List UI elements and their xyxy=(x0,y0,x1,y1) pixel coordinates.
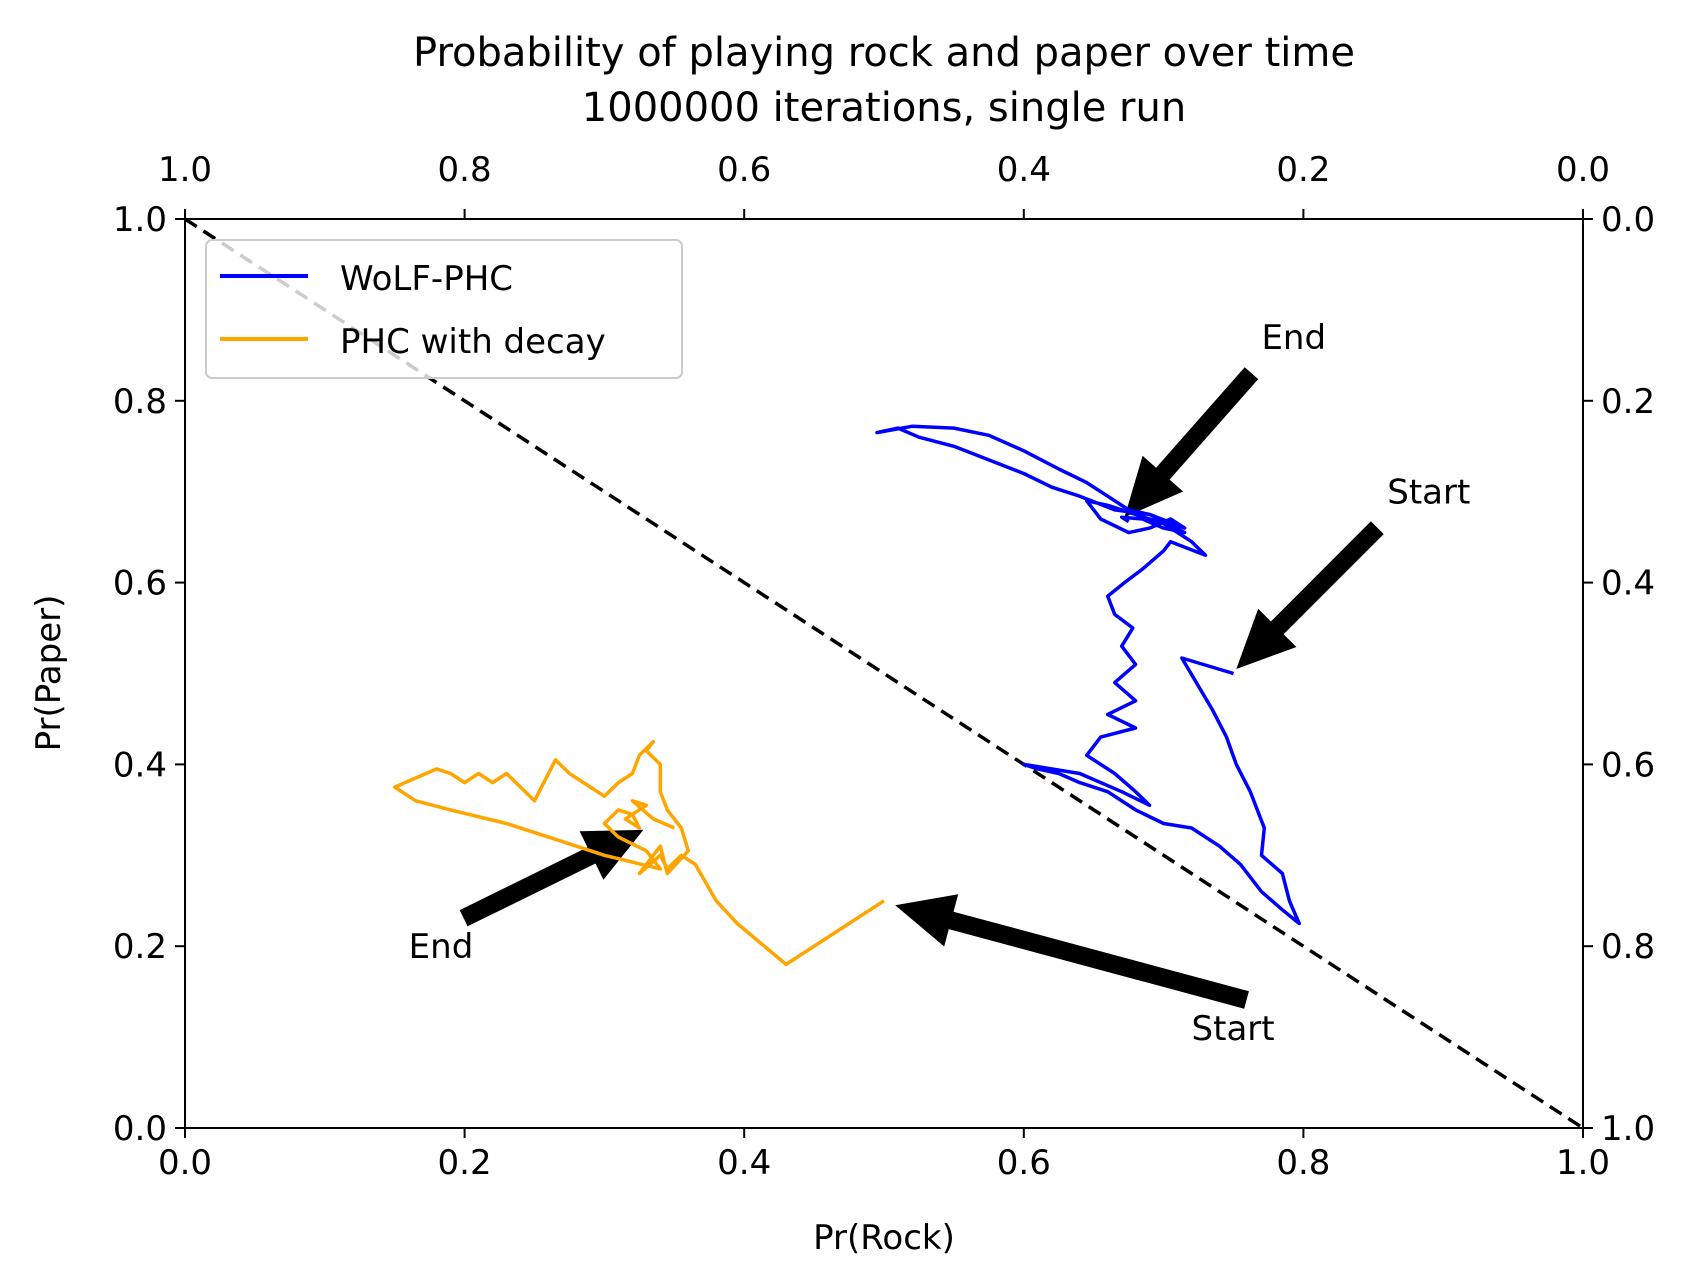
top-tick-label: 0.0 xyxy=(1556,150,1610,190)
top-tick-label: 0.4 xyxy=(997,150,1051,190)
chart-title: Probability of playing rock and paper ov… xyxy=(413,30,1355,76)
annotation-label: Start xyxy=(1387,473,1470,513)
annotation-label: End xyxy=(409,927,474,967)
right-tick-label: 0.0 xyxy=(1601,200,1655,240)
right-tick-label: 0.6 xyxy=(1601,745,1655,785)
annotation-arrows xyxy=(460,367,1384,1009)
y-tick-label: 0.0 xyxy=(113,1109,167,1149)
right-tick-label: 0.8 xyxy=(1601,927,1655,967)
chart-subtitle: 1000000 iterations, single run xyxy=(582,85,1186,131)
legend-label-phc-with-decay: PHC with decay xyxy=(340,322,606,362)
annotation-arrow xyxy=(1125,367,1259,517)
right-tick-label: 1.0 xyxy=(1601,1109,1655,1149)
right-tick-label: 0.4 xyxy=(1601,564,1655,604)
annotation-arrow xyxy=(1236,521,1383,669)
annotation-label: End xyxy=(1261,318,1326,358)
top-tick-label: 1.0 xyxy=(158,150,212,190)
series-line-wolf-phc xyxy=(877,426,1299,923)
right-tick-label: 0.2 xyxy=(1601,382,1655,422)
legend: WoLF-PHC PHC with decay xyxy=(206,240,682,378)
x-tick-label: 0.8 xyxy=(1276,1143,1330,1183)
annotation-arrow xyxy=(460,830,644,927)
y-tick-label: 0.2 xyxy=(113,927,167,967)
y-axis-label: Pr(Paper) xyxy=(29,595,69,752)
y-tick-label: 0.6 xyxy=(113,564,167,604)
top-tick-label: 0.8 xyxy=(438,150,492,190)
x-tick-label: 0.0 xyxy=(158,1143,212,1183)
y-tick-label: 1.0 xyxy=(113,200,167,240)
annotation-arrow xyxy=(895,894,1249,1008)
y-tick-label: 0.8 xyxy=(113,382,167,422)
top-tick-label: 0.6 xyxy=(717,150,771,190)
annotation-label: Start xyxy=(1192,1009,1275,1049)
legend-label-wolf-phc: WoLF-PHC xyxy=(340,259,513,299)
x-axis-label: Pr(Rock) xyxy=(813,1218,955,1258)
y-tick-label: 0.4 xyxy=(113,745,167,785)
x-tick-label: 0.4 xyxy=(717,1143,771,1183)
x-tick-label: 0.2 xyxy=(438,1143,492,1183)
x-tick-label: 1.0 xyxy=(1556,1143,1610,1183)
x-tick-label: 0.6 xyxy=(997,1143,1051,1183)
top-tick-label: 0.2 xyxy=(1276,150,1330,190)
